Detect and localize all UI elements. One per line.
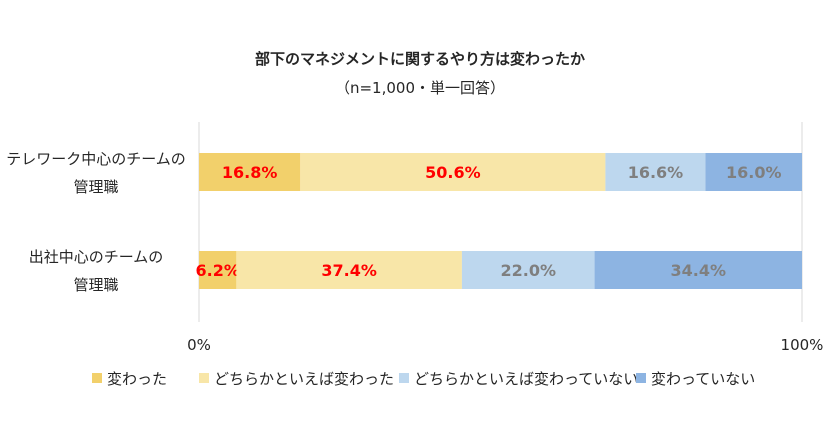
bar-segment-1-3 [594,251,802,289]
legend-swatch-1 [199,373,209,383]
bar-segment-0-2 [605,153,706,191]
legend-swatch-0 [92,373,102,383]
category-label-1: 出社中心のチームの管理職 [29,248,164,294]
bar-segment-1-2 [461,251,595,289]
legend: 変わった どちらかといえば変わった どちらかといえば変わっていない 変わっていない [92,370,755,388]
category-label-line: 管理職 [73,178,118,196]
legend-label-1: どちらかといえば変わった [214,370,394,388]
data-label-0-1: 50.6% [425,163,481,182]
data-label-1-3: 34.4% [671,261,727,280]
bar-segment-0-1 [300,153,606,191]
category-label-line: 管理職 [73,276,118,294]
bar-segment-1-0 [199,251,237,289]
data-label-1-2: 22.0% [500,261,556,280]
category-label-line: 出社中心のチームの [29,248,164,266]
legend-swatch-2 [399,373,409,383]
bar-segment-1-1 [236,251,462,289]
data-label-1-0: 6.2% [196,261,240,280]
data-label-0-0: 16.8% [222,163,278,182]
legend-label-0: 変わった [107,370,167,388]
x-tick-label-0: 0% [187,336,211,354]
bar-segment-0-0 [199,153,301,191]
chart-subtitle: （n=1,000・単一回答） [335,79,505,97]
data-label-1-1: 37.4% [321,261,377,280]
chart-title: 部下のマネジメントに関するやり方は変わったか [255,50,585,68]
category-label-line: テレワーク中心のチームの [6,150,186,168]
category-label-0: テレワーク中心のチームの管理職 [6,150,186,196]
bar-segment-0-3 [705,153,802,191]
bars-group: 16.8% 50.6% 16.6% 16.0% 6.2% 37.4% 22.0% 34.4% [196,153,802,289]
x-tick-label-100: 100% [781,336,824,354]
legend-label-2: どちらかといえば変わっていない [414,370,638,388]
data-label-0-2: 16.6% [628,163,684,182]
legend-label-3: 変わっていない [651,370,755,388]
legend-swatch-3 [636,373,646,383]
data-label-0-3: 16.0% [726,163,782,182]
